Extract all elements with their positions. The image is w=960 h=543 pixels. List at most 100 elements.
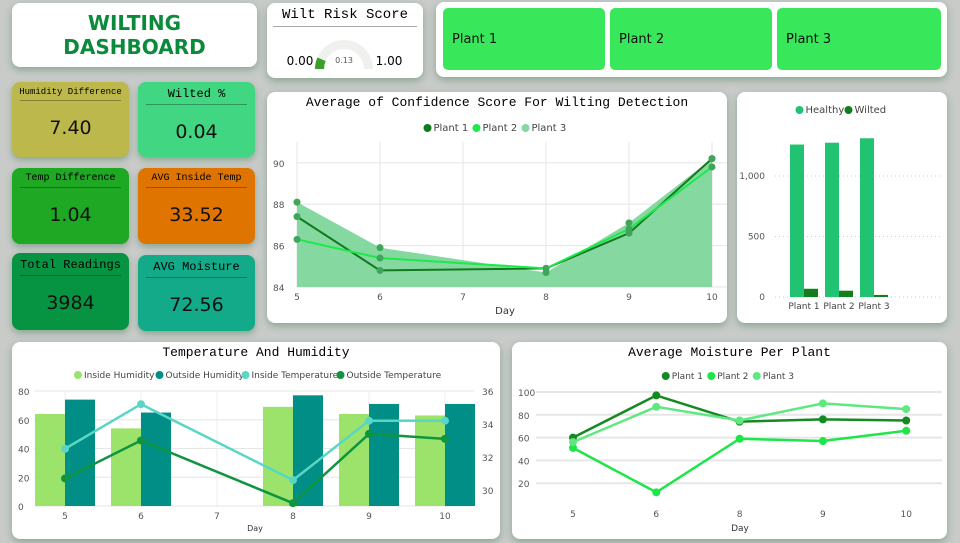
legend-marker — [155, 371, 164, 379]
legend-label: Outside Humidity — [166, 371, 245, 381]
x-tick-label: 8 — [543, 293, 549, 303]
plant-1-button[interactable]: Plant 1 — [443, 8, 605, 70]
data-point — [137, 400, 145, 409]
y-tick-label: 84 — [273, 284, 285, 294]
data-point — [735, 416, 744, 425]
y-tick-label: 20 — [18, 474, 30, 484]
temp-humidity-card: Temperature And Humidity Inside Humidity… — [12, 342, 500, 539]
x-tick-label: 7 — [460, 293, 466, 303]
data-point — [902, 405, 911, 414]
y2-tick-label: 34 — [482, 421, 494, 431]
bar-outside-humidity — [293, 395, 323, 506]
bar-inside-humidity — [263, 406, 293, 506]
legend-label: Outside Temperature — [347, 371, 442, 381]
data-point — [293, 235, 301, 243]
moisture-card: Average Moisture Per Plant Plant 1 Plant … — [512, 342, 947, 539]
legend-label: Inside Temperature — [252, 371, 339, 381]
x-tick-label: 10 — [439, 512, 451, 522]
temp-humidity-chart: Inside Humidity Outside Humidity Inside Te… — [18, 371, 494, 533]
kpi-label: Total Readings — [20, 258, 121, 272]
data-point — [625, 225, 633, 233]
plant-2-button[interactable]: Plant 2 — [610, 8, 772, 70]
gauge-value: 0.13 — [335, 56, 353, 65]
y-tick-label: 80 — [18, 388, 30, 398]
y-tick-label: 88 — [273, 201, 285, 211]
data-point — [652, 402, 661, 411]
bar-inside-humidity — [415, 415, 445, 506]
y-tick-label: 60 — [518, 435, 530, 445]
data-point — [652, 391, 661, 400]
y-tick-label: 80 — [518, 412, 530, 422]
kpi-value: 72.56 — [169, 294, 224, 316]
x-tick-label: 5 — [62, 512, 68, 522]
bar-wilted — [804, 288, 818, 297]
x-axis-label: Day — [731, 524, 749, 534]
data-point — [61, 444, 69, 453]
bar-outside-humidity — [141, 412, 171, 506]
y-tick-label: 40 — [18, 446, 30, 456]
data-point — [365, 429, 373, 438]
legend-label: Plant 1 — [672, 372, 703, 382]
data-point — [818, 399, 827, 408]
data-point — [289, 476, 297, 485]
kpi-label: Humidity Difference — [19, 87, 122, 97]
legend-marker — [752, 372, 761, 380]
confidence-chart: Plant 1 Plant 2 Plant 3 84 86 88 90 5 6 7 8 9 10 Day — [273, 123, 727, 317]
series-area-plant-3 — [297, 158, 712, 287]
gauge-title: Wilt Risk Score — [281, 7, 409, 23]
y-tick-label: 20 — [518, 480, 530, 490]
x-tick-label: 9 — [820, 510, 826, 520]
y-tick-label: 0 — [759, 293, 765, 303]
title-line-2: DASHBOARD — [63, 35, 206, 59]
x-tick-label: Plant 2 — [823, 302, 854, 312]
gauge-track — [315, 40, 373, 69]
y2-tick-label: 30 — [482, 487, 494, 497]
divider — [20, 187, 121, 188]
bar-inside-humidity — [111, 428, 141, 506]
x-tick-label: 10 — [900, 510, 912, 520]
legend-marker — [336, 371, 345, 379]
legend-marker — [241, 371, 250, 379]
data-point — [376, 244, 384, 252]
kpi-label: AVG Moisture — [153, 260, 240, 274]
divider — [273, 26, 417, 27]
data-point — [652, 488, 661, 497]
y-tick-label: 60 — [18, 417, 30, 427]
x-tick-label: 9 — [626, 293, 632, 303]
x-tick-label: 6 — [377, 293, 383, 303]
data-point — [293, 213, 301, 221]
kpi-value: 7.40 — [49, 117, 92, 139]
y-tick-label: 0 — [18, 503, 24, 513]
kpi-value: 1.04 — [49, 204, 92, 226]
plant-3-button[interactable]: Plant 3 — [777, 8, 941, 70]
dashboard-title: WILTING DASHBOARD — [12, 3, 257, 67]
x-axis-label: Day — [247, 524, 263, 533]
legend-label: Plant 1 — [434, 123, 469, 134]
kpi-card: Temp Difference 1.04 — [12, 168, 129, 244]
moisture-chart: Plant 1 Plant 2 Plant 3 20 40 60 80 100 5 6 8 9 10 Da… — [518, 372, 942, 534]
bar-outside-humidity — [65, 399, 95, 506]
data-point — [441, 434, 449, 443]
x-tick-label: Plant 3 — [858, 302, 889, 312]
y-tick-label: 1,000 — [739, 172, 765, 182]
legend-label: Plant 2 — [483, 123, 518, 134]
data-point — [376, 266, 384, 274]
divider — [20, 100, 121, 101]
x-tick-label: 6 — [138, 512, 144, 522]
divider — [20, 275, 121, 276]
kpi-label: Temp Difference — [25, 173, 116, 184]
x-tick-label: 6 — [653, 510, 659, 520]
bar-inside-humidity — [339, 414, 369, 506]
data-point — [902, 426, 911, 435]
data-point — [293, 198, 301, 206]
kpi-card: AVG Moisture 72.56 — [138, 255, 255, 331]
divider — [146, 187, 247, 188]
bar-outside-humidity — [445, 403, 475, 506]
legend-marker — [521, 124, 530, 132]
title-line-1: WILTING — [87, 11, 182, 35]
wilt-risk-gauge: Wilt Risk Score 0.00 0.13 1.00 — [267, 3, 423, 78]
kpi-card: Wilted % 0.04 — [138, 82, 255, 157]
data-point — [625, 219, 633, 227]
x-tick-label: 8 — [737, 510, 743, 520]
kpi-card: AVG Inside Temp 33.52 — [138, 168, 255, 244]
